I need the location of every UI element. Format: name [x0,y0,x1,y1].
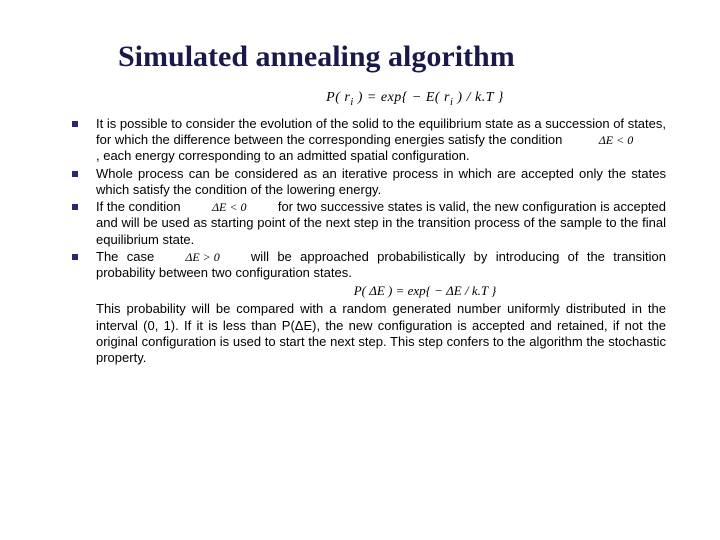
formula-top: P( ri ) = exp{ − E( ri ) / k.T } [140,90,690,108]
page-title: Simulated annealing algorithm [118,40,690,74]
inline-condition-delta-e-pos: ΔE > 0 [163,250,243,265]
inline-condition-delta-e-neg: ΔE < 0 [566,133,666,148]
slide-container: Simulated annealing algorithm P( ri ) = … [0,0,720,540]
bullet-list: It is possible to consider the evolution… [64,116,666,282]
formula-top-text: P( ri ) = exp{ − E( ri ) / k.T } [326,90,504,105]
list-item: It is possible to consider the evolution… [64,116,666,165]
inline-condition-delta-e-neg-2: ΔE < 0 [184,200,274,215]
list-item: Whole process can be considered as an it… [64,166,666,199]
bullet-1-part-b: , each energy corresponding to an admitt… [96,148,470,163]
body-paragraph: This probability will be compared with a… [96,301,666,366]
bullet-3-part-a: If the condition [96,199,184,214]
list-item: If the condition ΔE < 0 for two successi… [64,199,666,248]
list-item: The case ΔE > 0 will be approached proba… [64,249,666,282]
bullet-4-part-a: The case [96,249,163,264]
formula-mid-text: P( ΔE ) = exp{ − ΔE / k.T } [354,283,497,298]
formula-mid: P( ΔE ) = exp{ − ΔE / k.T } [160,283,690,299]
bullet-2: Whole process can be considered as an it… [96,166,666,197]
